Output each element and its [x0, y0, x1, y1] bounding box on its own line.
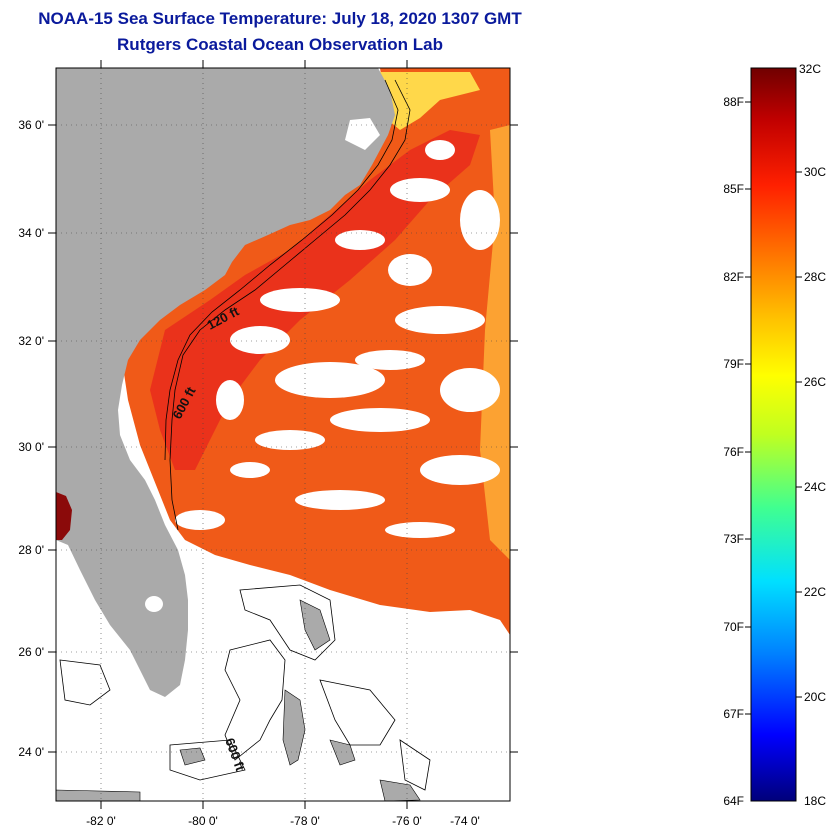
map-panel: 120 ft 600 ft 600 ft [56, 68, 510, 801]
longitude-labels: -82 0' -80 0' -78 0' -76 0' -74 0' [86, 814, 480, 828]
lon-label: -74 0' [450, 814, 480, 828]
sst-offshore-yellow [480, 125, 510, 560]
lon-label: -76 0' [392, 814, 422, 828]
lon-label: -80 0' [188, 814, 218, 828]
colorbar-fahrenheit-label: 76F [723, 445, 744, 459]
colorbar-fahrenheit-label: 85F [723, 182, 744, 196]
gulf-hot-water [56, 492, 72, 540]
lat-label: 26 0' [18, 645, 44, 659]
colorbar-fahrenheit-label: 88F [723, 95, 744, 109]
bahamas-islands [56, 599, 421, 801]
colorbar-fahrenheit-label: 73F [723, 532, 744, 546]
lat-label: 34 0' [18, 226, 44, 240]
colorbar-fahrenheit-label: 79F [723, 357, 744, 371]
colorbar-celsius-label: 24C [804, 480, 826, 494]
lat-label: 30 0' [18, 440, 44, 454]
lat-label: 28 0' [18, 543, 44, 557]
colorbar-fahrenheit-label: 64F [723, 794, 744, 808]
lake-okeechobee [145, 596, 163, 612]
map-grid [56, 68, 510, 801]
lon-label: -78 0' [290, 814, 320, 828]
colorbar-celsius-label: 30C [804, 165, 826, 179]
temperature-colorbar: 32C 30C 28C 26C 24C 22C 20C 18C 88F 85F … [723, 62, 826, 808]
map-subtitle: Rutgers Coastal Ocean Observation Lab [117, 35, 443, 54]
colorbar-celsius-label: 18C [804, 794, 826, 808]
lat-label: 36 0' [18, 118, 44, 132]
lat-label: 32 0' [18, 334, 44, 348]
colorbar-celsius-label: 20C [804, 690, 826, 704]
land-us-coast [56, 68, 395, 697]
map-ticks [48, 60, 518, 809]
lon-label: -82 0' [86, 814, 116, 828]
pamlico-sound [345, 118, 380, 150]
sst-shelf-yellow [378, 72, 480, 130]
map-frame [55, 67, 511, 802]
colorbar-celsius-label: 22C [804, 585, 826, 599]
colorbar-fahrenheit-label: 82F [723, 270, 744, 284]
colorbar-fahrenheit-label: 67F [723, 707, 744, 721]
colorbar-fahrenheit-label: 70F [723, 620, 744, 634]
latitude-labels: 36 0' 34 0' 32 0' 30 0' 28 0' 26 0' 24 0… [18, 118, 44, 759]
lat-label: 24 0' [18, 745, 44, 759]
cloud-mask [175, 140, 500, 538]
bathymetry-contours [59, 79, 431, 791]
map-title: NOAA-15 Sea Surface Temperature: July 18… [38, 9, 522, 28]
colorbar-celsius-label: 26C [804, 375, 826, 389]
colorbar-gradient [750, 67, 797, 802]
colorbar-celsius-label: 32C [799, 62, 821, 76]
colorbar-celsius-label: 28C [804, 270, 826, 284]
